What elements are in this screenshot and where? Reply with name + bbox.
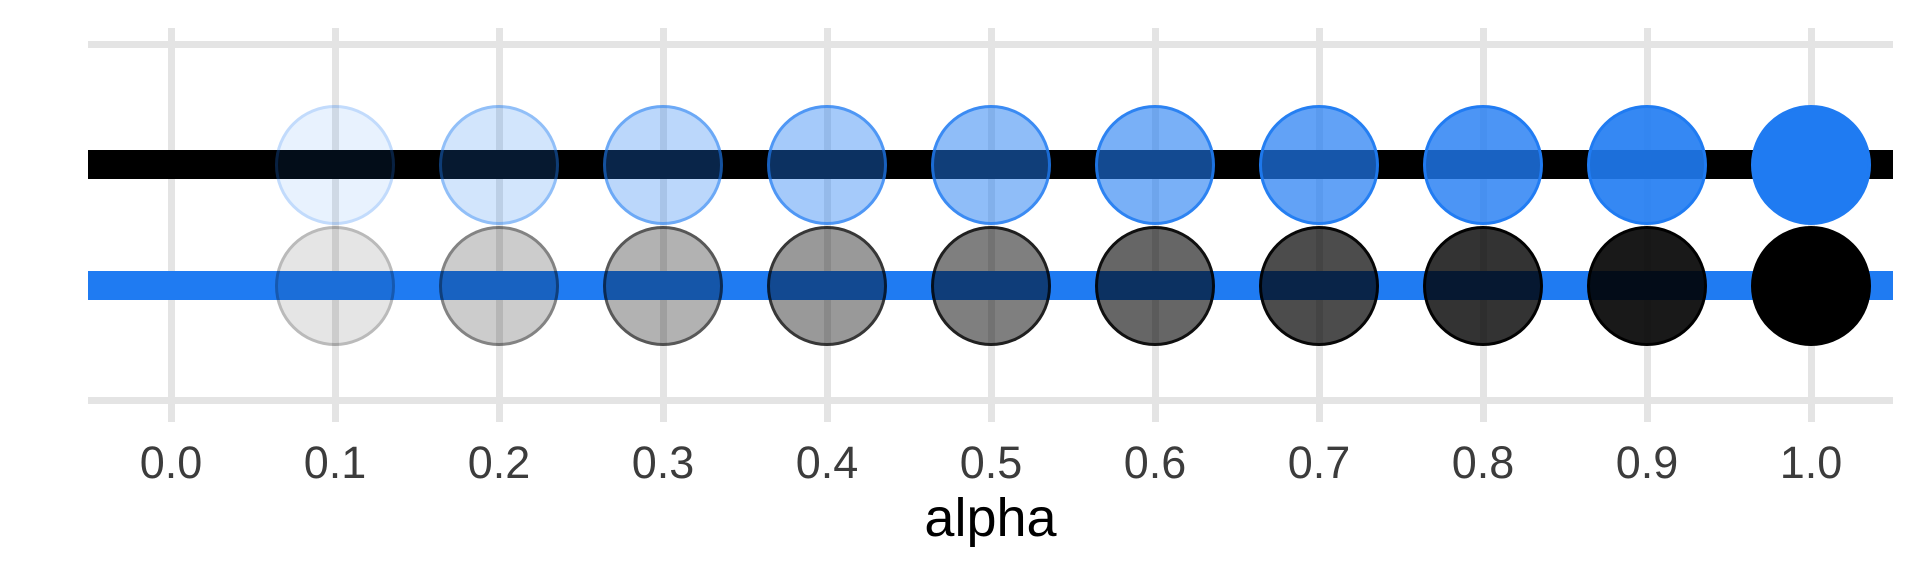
plot-panel (88, 28, 1893, 404)
x-axis-tick (987, 403, 995, 422)
point-blue-points-on-black-line-alpha-0.4 (767, 104, 887, 225)
x-tick-label: 0.2 (467, 437, 531, 488)
point-black-points-on-blue-line-alpha-0.6 (1095, 225, 1215, 346)
point-blue-points-on-black-line-alpha-0.3 (603, 104, 723, 225)
x-axis-tick (331, 403, 339, 422)
x-tick-label: 0.7 (1287, 437, 1351, 488)
point-black-points-on-blue-line-alpha-1 (1751, 225, 1871, 346)
point-blue-points-on-black-line-alpha-1 (1751, 104, 1871, 225)
point-blue-points-on-black-line-alpha-0.5 (931, 104, 1051, 225)
point-black-points-on-blue-line-alpha-0.1 (275, 225, 395, 346)
x-axis-tick (659, 403, 667, 422)
x-axis-tick (1643, 403, 1651, 422)
x-tick-label: 0.8 (1451, 437, 1515, 488)
x-axis-tick (1807, 403, 1815, 422)
point-black-points-on-blue-line-alpha-0.8 (1423, 225, 1543, 346)
point-black-points-on-blue-line-alpha-0.5 (931, 225, 1051, 346)
x-tick-label: 0.9 (1615, 437, 1679, 488)
x-axis-tick (1479, 403, 1487, 422)
point-blue-points-on-black-line-alpha-0.7 (1259, 104, 1379, 225)
h-gridline (88, 396, 1893, 404)
point-black-points-on-blue-line-alpha-0.7 (1259, 225, 1379, 346)
x-axis-tick (495, 403, 503, 422)
point-black-points-on-blue-line-alpha-0.9 (1587, 225, 1707, 346)
v-gridline (167, 28, 175, 403)
x-tick-label: 0.5 (959, 437, 1023, 488)
point-black-points-on-blue-line-alpha-0.2 (439, 225, 559, 346)
point-black-points-on-blue-line-alpha-0.4 (767, 225, 887, 346)
x-tick-label: 0.4 (795, 437, 859, 488)
point-blue-points-on-black-line-alpha-0.9 (1587, 104, 1707, 225)
h-gridline (88, 40, 1893, 48)
point-blue-points-on-black-line-alpha-0.6 (1095, 104, 1215, 225)
x-axis-tick (1151, 403, 1159, 422)
x-axis-tick (1315, 403, 1323, 422)
point-blue-points-on-black-line-alpha-0.2 (439, 104, 559, 225)
point-black-points-on-blue-line-alpha-0.3 (603, 225, 723, 346)
x-tick-label: 0.3 (631, 437, 695, 488)
x-tick-label: 0.0 (139, 437, 203, 488)
x-axis-title: alpha (924, 488, 1057, 548)
x-axis-tick (823, 403, 831, 422)
point-blue-points-on-black-line-alpha-0.1 (275, 104, 395, 225)
x-axis-tick (167, 403, 175, 422)
x-tick-label: 0.1 (303, 437, 367, 488)
x-tick-label: 0.6 (1123, 437, 1187, 488)
x-tick-label: 1.0 (1779, 437, 1843, 488)
point-blue-points-on-black-line-alpha-0.8 (1423, 104, 1543, 225)
